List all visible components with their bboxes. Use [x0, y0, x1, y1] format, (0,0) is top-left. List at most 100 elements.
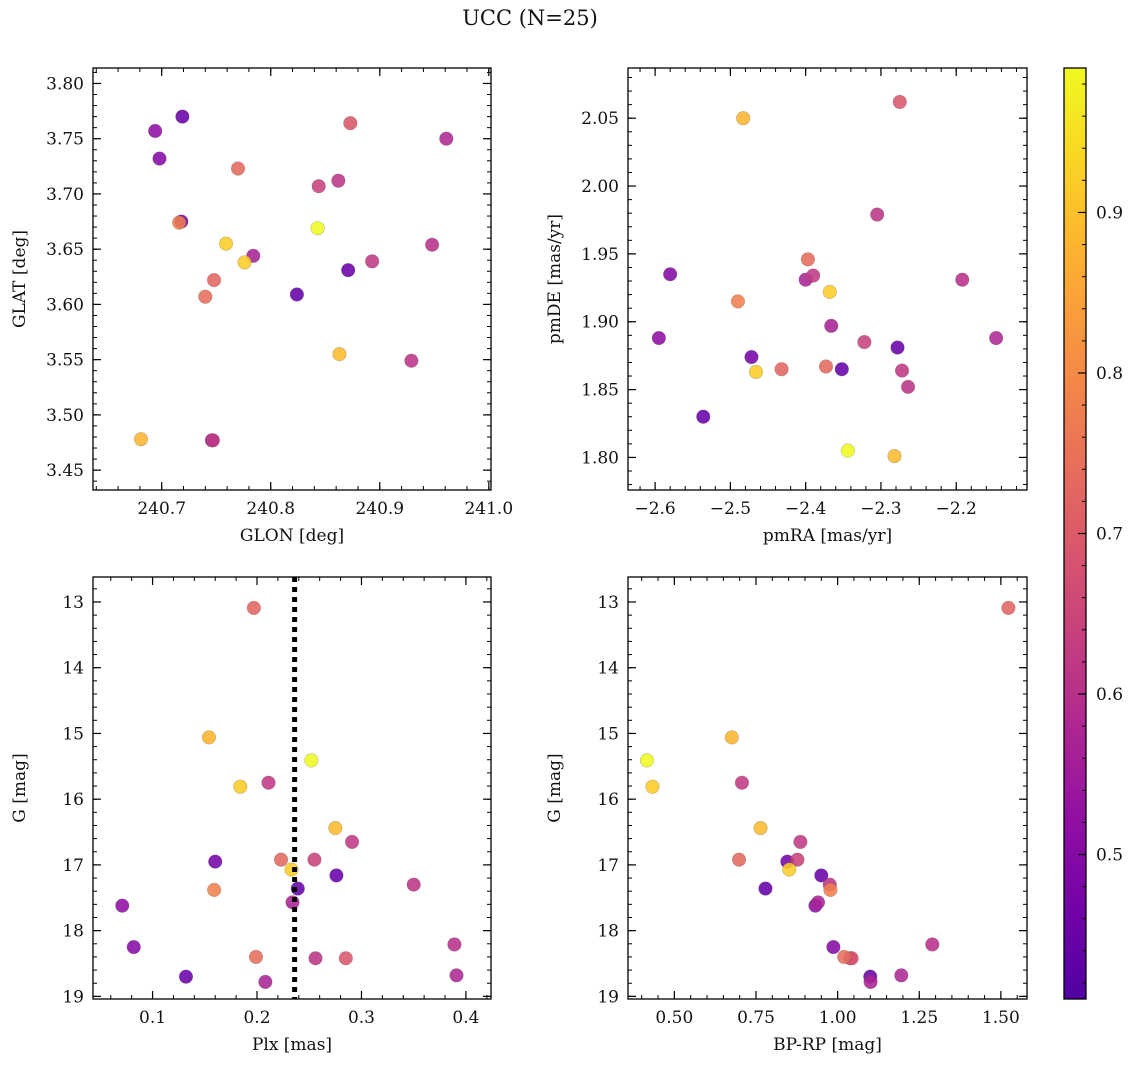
y-tick-label: 1.95	[581, 245, 619, 265]
star-point	[425, 237, 440, 252]
y-tick-label: 13	[62, 593, 84, 613]
x-tick-label: 0.75	[737, 1008, 775, 1028]
star-point	[178, 969, 194, 984]
star-point	[863, 974, 878, 990]
star-point	[344, 834, 360, 850]
y-tick-label: 1.85	[581, 381, 619, 401]
star-point	[331, 173, 346, 188]
star-point	[814, 868, 829, 883]
star-point	[205, 433, 221, 448]
star-point	[258, 974, 273, 990]
colorbar-tick-label: 0.6	[1096, 685, 1123, 705]
star-point	[152, 151, 167, 166]
star-point	[308, 951, 323, 966]
star-point	[218, 236, 234, 251]
star-point	[115, 898, 130, 913]
y-axis-label: G [mag]	[545, 753, 565, 822]
y-tick-label: 2.00	[581, 177, 619, 197]
y-axis-label: pmDE [mas/yr]	[545, 214, 565, 344]
y-tick-label: 3.80	[46, 74, 84, 94]
y-tick-label: 3.60	[46, 295, 84, 315]
star-point	[304, 753, 319, 768]
star-point	[329, 868, 344, 883]
axes-frame	[92, 67, 492, 491]
star-point	[207, 882, 222, 897]
star-point	[894, 968, 909, 983]
star-point	[439, 131, 454, 146]
star-point	[1001, 600, 1016, 615]
star-point	[175, 109, 190, 124]
star-point	[273, 852, 289, 867]
star-point	[261, 775, 276, 790]
x-axis-label: BP-RP [mag]	[773, 1035, 882, 1055]
y-tick-label: 3.75	[46, 130, 84, 150]
y-tick-label: 14	[62, 659, 84, 679]
y-tick-label: 3.55	[46, 351, 84, 371]
colorbar-tick-label: 0.8	[1096, 364, 1123, 384]
star-point	[284, 862, 299, 877]
x-tick-label: −2.6	[634, 499, 675, 519]
star-point	[307, 852, 322, 867]
star-point	[233, 779, 248, 794]
x-tick-label: 1.00	[819, 1008, 857, 1028]
star-point	[806, 268, 821, 283]
star-point	[790, 852, 805, 867]
star-point	[925, 937, 940, 952]
star-point	[208, 854, 223, 869]
axes-frame	[92, 576, 492, 1000]
star-point	[890, 340, 905, 355]
star-point	[230, 161, 246, 176]
y-tick-label: 14	[597, 659, 619, 679]
star-point	[731, 852, 747, 867]
y-tick-label: 15	[597, 724, 619, 744]
star-point	[870, 207, 885, 222]
x-tick-label: 241.0	[464, 499, 513, 519]
y-tick-label: 16	[62, 790, 84, 810]
star-point	[822, 284, 837, 299]
x-tick-label: 1.50	[982, 1008, 1020, 1028]
x-tick-label: −2.5	[710, 499, 751, 519]
colorbar-tick-label: 0.9	[1096, 203, 1123, 223]
y-tick-label: 19	[62, 987, 84, 1007]
star-point	[365, 254, 380, 269]
colorbar-tick-label: 0.5	[1096, 846, 1123, 866]
star-point	[289, 287, 305, 302]
y-tick-label: 17	[62, 856, 84, 876]
star-point	[834, 362, 849, 377]
star-point	[887, 448, 902, 464]
star-point	[753, 820, 768, 836]
star-point	[955, 272, 970, 287]
points-group	[639, 600, 1016, 990]
star-point	[148, 123, 163, 139]
y-tick-label: 19	[597, 987, 619, 1007]
star-point	[341, 263, 356, 278]
star-point	[748, 364, 764, 380]
y-tick-label: 13	[597, 593, 619, 613]
axes-frame	[627, 576, 1028, 1000]
star-point	[310, 221, 325, 236]
star-point	[172, 215, 187, 230]
star-point	[823, 882, 838, 897]
star-point	[201, 730, 217, 745]
axes-frame	[627, 67, 1028, 491]
colorbar: 0.5 0.6 0.7 0.8 0.9	[1063, 67, 1123, 1000]
star-point	[840, 443, 855, 458]
y-axis-label: G [mag]	[10, 753, 30, 822]
y-tick-label: 17	[597, 856, 619, 876]
points-group	[651, 94, 1004, 464]
star-point	[724, 730, 739, 745]
panels-layer: 240.7 240.8 240.9 241.0 3.45 3.50 3.55 3.60 3.65…	[10, 67, 1028, 1055]
x-tick-label: 240.7	[137, 499, 186, 519]
y-tick-label: 1.80	[581, 448, 619, 468]
star-point	[810, 895, 826, 910]
x-tick-label: 0.4	[452, 1008, 479, 1028]
x-tick-label: −2.2	[936, 499, 977, 519]
points-group	[133, 109, 454, 448]
star-point	[651, 330, 666, 346]
star-point	[246, 600, 261, 615]
x-tick-label: −2.3	[860, 499, 901, 519]
star-point	[404, 353, 419, 368]
star-point	[758, 881, 773, 896]
y-tick-label: 3.50	[46, 406, 84, 426]
star-point	[826, 939, 841, 955]
